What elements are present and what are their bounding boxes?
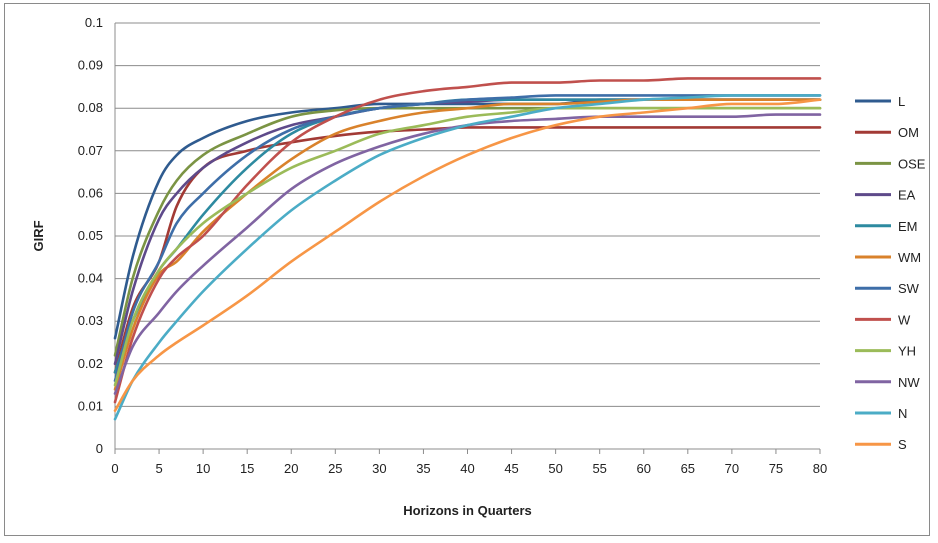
x-tick-label: 30 (372, 461, 386, 476)
y-tick-label: 0.06 (78, 185, 103, 200)
x-tick-label: 65 (681, 461, 695, 476)
legend-item-w: W (855, 312, 911, 327)
legend-label: WM (898, 250, 921, 265)
legend-label: NW (898, 375, 920, 390)
legend-label: OM (898, 125, 919, 140)
series-line-s (113, 98, 822, 412)
series-line-n (113, 94, 822, 421)
x-tick-label: 5 (155, 461, 162, 476)
y-tick-label: 0.09 (78, 58, 103, 73)
y-tick-label: 0.1 (85, 15, 103, 30)
x-tick-label: 45 (504, 461, 518, 476)
x-tick-label: 0 (111, 461, 118, 476)
legend-label: EM (898, 219, 918, 234)
line-chart: 0 0.01 0.02 0.03 0.04 0.05 0.06 0.07 0.08 0.09 0.1… (31, 15, 926, 518)
x-tick-label: 40 (460, 461, 474, 476)
y-tick-label: 0.01 (78, 398, 103, 413)
y-axis-title: GIRF (31, 220, 46, 251)
y-tick-label: 0.05 (78, 228, 103, 243)
legend-item-nw: NW (855, 375, 920, 390)
legend-item-wm: WM (855, 250, 921, 265)
x-tick-label: 80 (813, 461, 827, 476)
x-tick-label: 35 (416, 461, 430, 476)
legend-item-sw: SW (855, 281, 920, 296)
tick-labels: 0 0.01 0.02 0.03 0.04 0.05 0.06 0.07 0.08 0.09 0.1… (78, 15, 828, 476)
x-tick-label: 75 (769, 461, 783, 476)
series-line-l (113, 98, 822, 340)
series-line-wm (113, 98, 822, 391)
legend-label: S (898, 437, 907, 452)
legend-item-l: L (855, 94, 905, 109)
y-tick-label: 0.02 (78, 356, 103, 371)
chart-frame: 0 0.01 0.02 0.03 0.04 0.05 0.06 0.07 0.08 0.09 0.1… (4, 3, 930, 536)
legend-item-om: OM (855, 125, 919, 140)
legend-label: EA (898, 188, 916, 203)
x-tick-label: 25 (328, 461, 342, 476)
x-tick-label: 70 (725, 461, 739, 476)
x-axis-title: Horizons in Quarters (403, 503, 532, 518)
x-tick-label: 15 (240, 461, 254, 476)
x-tick-label: 20 (284, 461, 298, 476)
series-line-om (113, 126, 822, 374)
series-lines (113, 77, 822, 421)
series-line-ea (113, 98, 822, 366)
series-line-nw (113, 113, 822, 395)
legend-label: SW (898, 281, 920, 296)
y-tick-label: 0 (96, 441, 103, 456)
legend-item-yh: YH (855, 344, 916, 359)
legend-item-s: S (855, 437, 907, 452)
y-tick-label: 0.03 (78, 313, 103, 328)
x-tick-label: 55 (592, 461, 606, 476)
series-line-yh (113, 106, 822, 387)
legend-item-em: EM (855, 219, 918, 234)
x-tick-label: 10 (196, 461, 210, 476)
legend-label: OSE (898, 156, 926, 171)
legend-label: YH (898, 344, 916, 359)
series-line-w (113, 77, 822, 404)
legend-label: W (898, 312, 911, 327)
y-tick-label: 0.08 (78, 100, 103, 115)
legend-item-ea: EA (855, 188, 916, 203)
legend-label: N (898, 406, 907, 421)
x-tick-label: 60 (637, 461, 651, 476)
y-tick-label: 0.04 (78, 271, 103, 286)
legend-item-n: N (855, 406, 907, 421)
legend-item-ose: OSE (855, 156, 926, 171)
x-tick-label: 50 (548, 461, 562, 476)
legend-label: L (898, 94, 905, 109)
series-line-ose (113, 106, 822, 357)
series-line-sw (113, 94, 822, 383)
y-tick-label: 0.07 (78, 143, 103, 158)
legend: L OM OSE EA EM WM SW W YH NW N S (855, 94, 926, 452)
